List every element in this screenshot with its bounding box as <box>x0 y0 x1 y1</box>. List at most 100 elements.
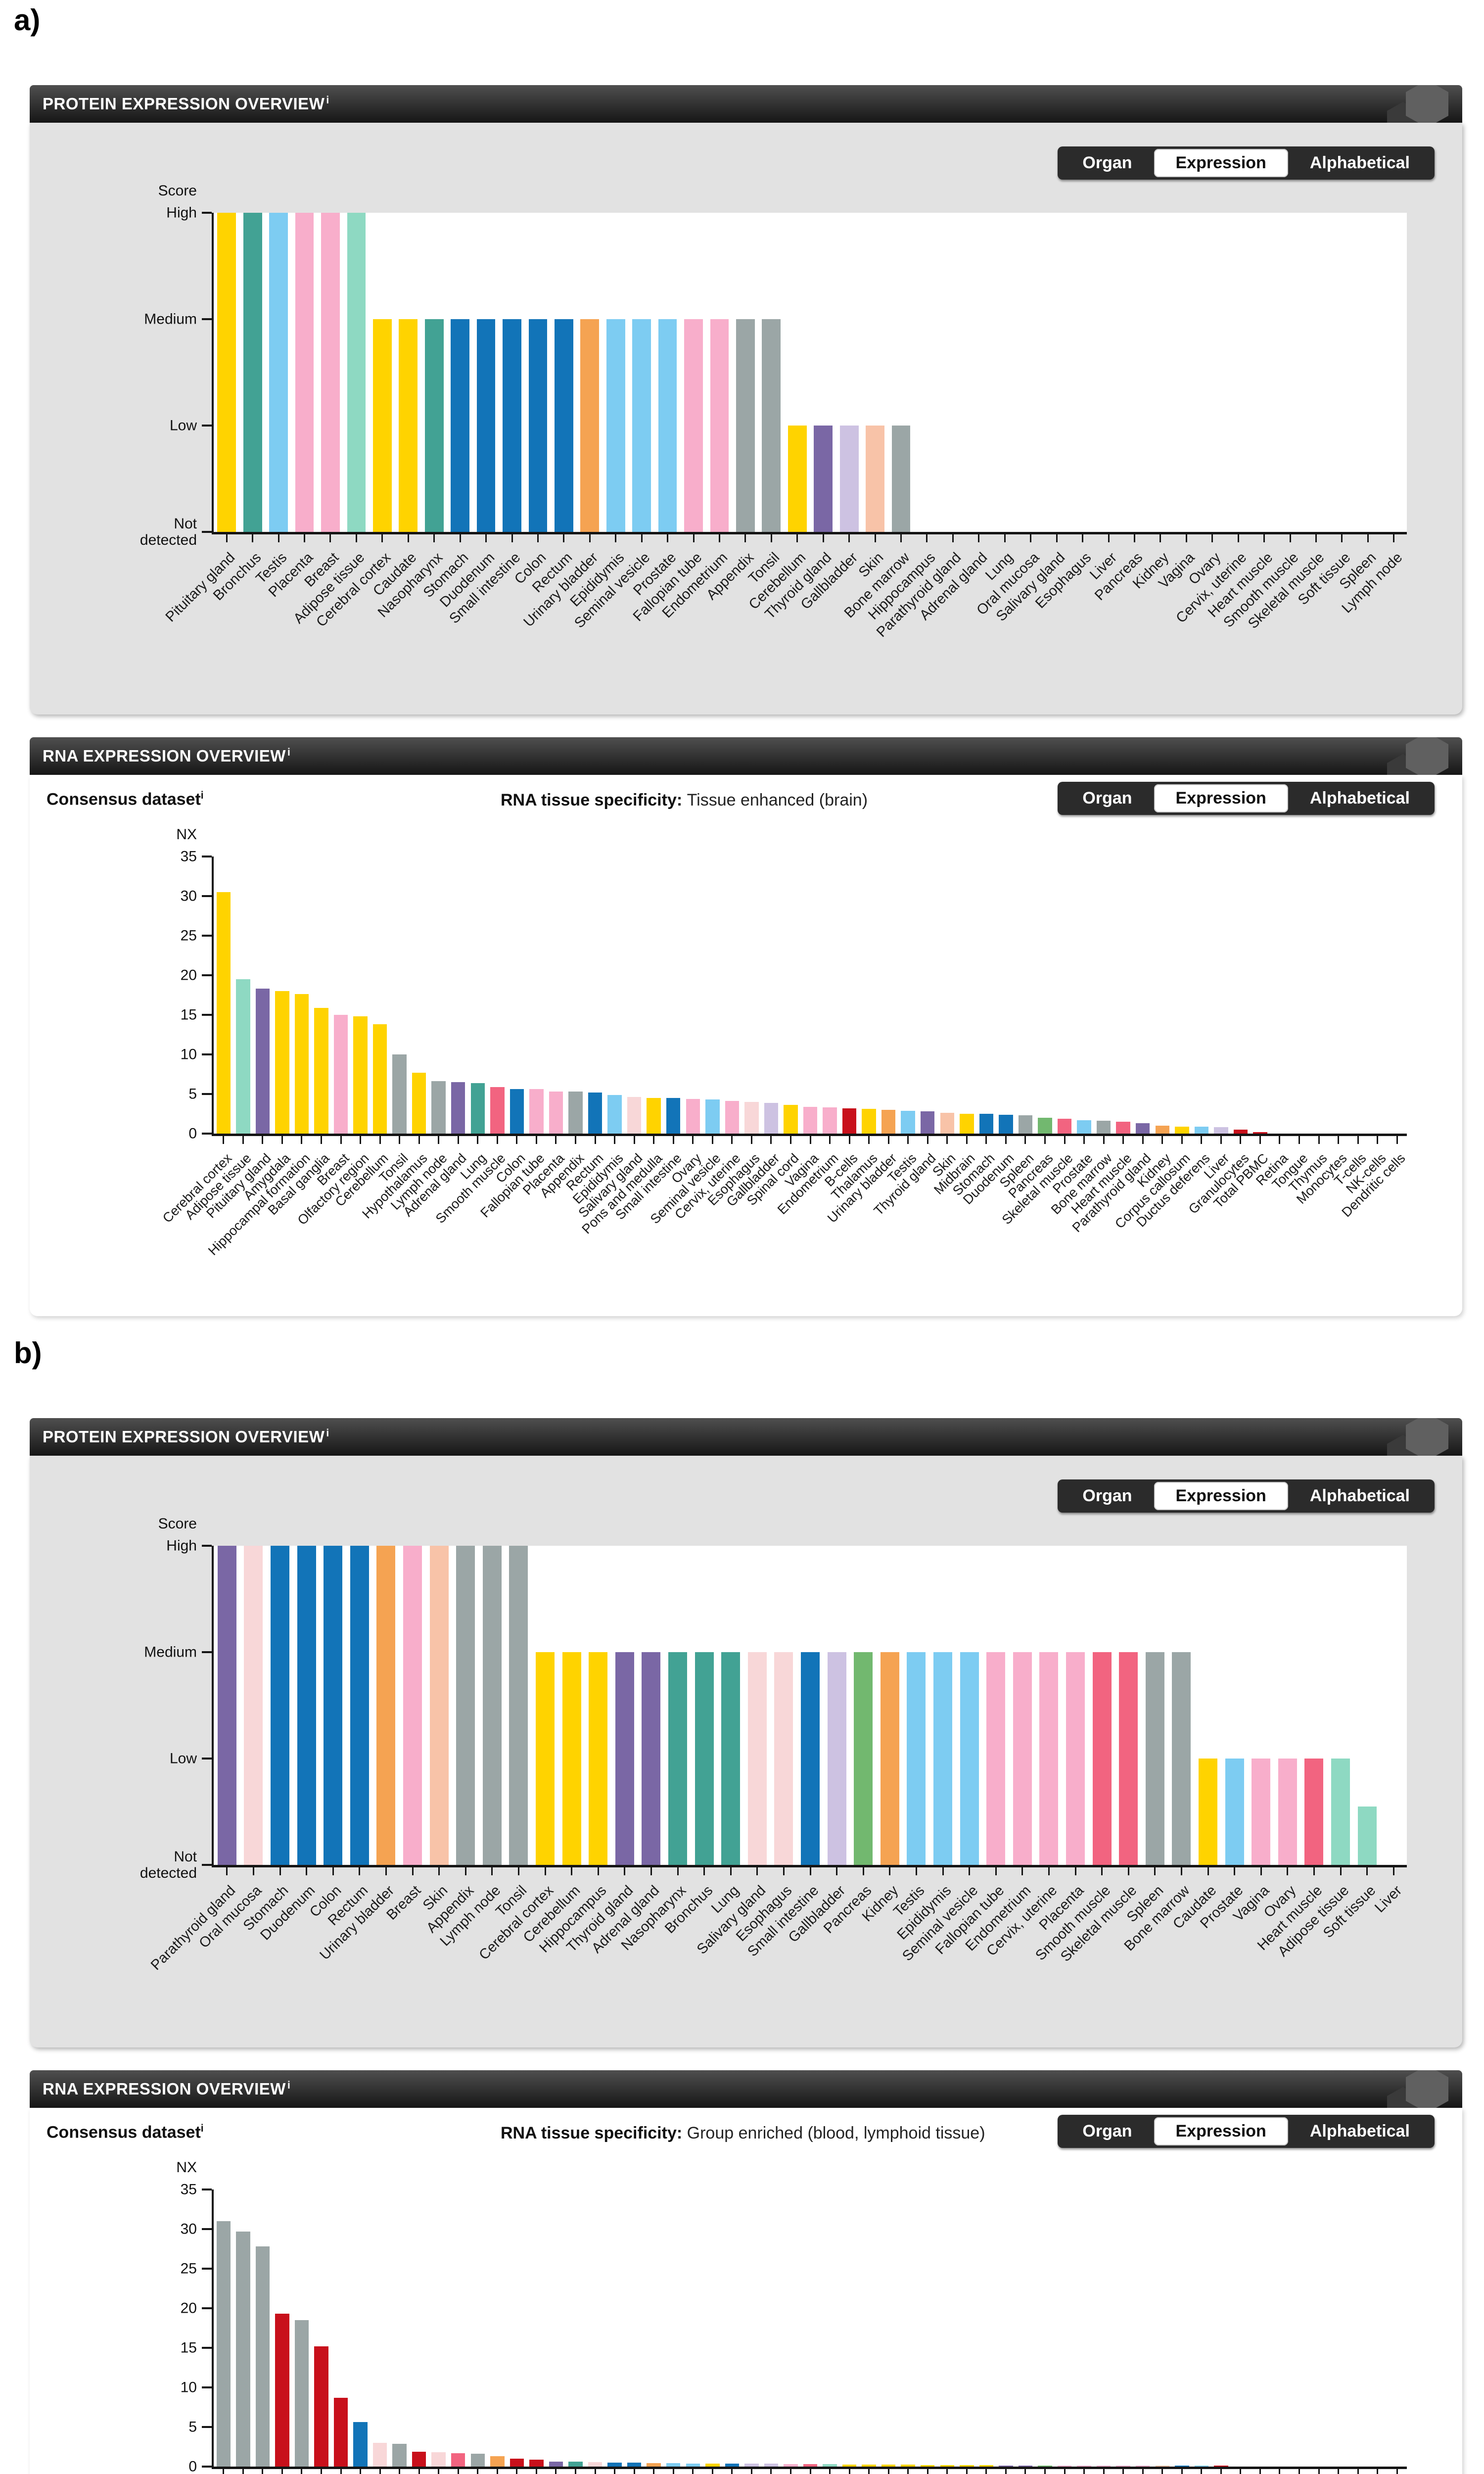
chart-bar-pancreas[interactable] <box>854 1652 873 1865</box>
chart-bar-gallbladder[interactable] <box>764 2464 779 2467</box>
chart-bar-salivary-gland[interactable] <box>747 1652 767 1865</box>
chart-bar-epididymis[interactable] <box>933 1652 952 1865</box>
chart-bar-stomach[interactable] <box>607 2463 622 2467</box>
chart-bar-tonsil[interactable] <box>762 319 781 532</box>
chart-bar-cerebral-cortex[interactable] <box>842 2465 857 2467</box>
chart-bar-appendix[interactable] <box>456 1546 475 1865</box>
info-icon[interactable]: i <box>326 1427 329 1439</box>
chart-bar-adrenal-gland[interactable] <box>451 1082 465 1134</box>
chart-bar-cervix-uterine[interactable] <box>725 1101 740 1134</box>
chart-bar-bronchus[interactable] <box>243 213 262 532</box>
chart-bar-cerebellum[interactable] <box>862 2465 876 2467</box>
chart-bar-fallopian-tube[interactable] <box>529 1089 544 1134</box>
chart-bar-pituitary-gland[interactable] <box>1018 2465 1033 2467</box>
chart-bar-ovary[interactable] <box>1057 2465 1072 2467</box>
chart-bar-prostate[interactable] <box>1077 1120 1091 1134</box>
chart-bar-rectum[interactable] <box>350 1546 369 1865</box>
chart-bar-stomach[interactable] <box>979 1114 994 1134</box>
chart-bar-soft-tissue[interactable] <box>1357 1806 1377 1865</box>
chart-bar-nk-cells[interactable] <box>333 2397 348 2467</box>
chart-bar-fallopian-tube[interactable] <box>1077 2466 1091 2467</box>
chart-bar-breast[interactable] <box>403 1546 422 1865</box>
toggle-organ[interactable]: Organ <box>1082 1486 1132 1505</box>
chart-bar-urinary-bladder[interactable] <box>376 1546 396 1865</box>
chart-bar-amygdala[interactable] <box>901 2465 915 2467</box>
chart-bar-esophagus[interactable] <box>431 2452 446 2467</box>
chart-bar-epididymis[interactable] <box>1194 2466 1209 2467</box>
chart-bar-gallbladder[interactable] <box>764 1102 779 1134</box>
chart-bar-cerebral-cortex[interactable] <box>216 892 231 1134</box>
chart-bar-pituitary-gland[interactable] <box>217 213 236 532</box>
chart-bar-skin[interactable] <box>866 426 884 532</box>
chart-bar-cervix-uterine[interactable] <box>1116 2466 1130 2467</box>
toggle-expression[interactable]: Expression <box>1154 149 1288 177</box>
chart-bar-liver[interactable] <box>1214 1127 1228 1134</box>
chart-bar-granulocytes[interactable] <box>275 2314 289 2467</box>
chart-bar-nasopharynx[interactable] <box>668 1652 687 1865</box>
chart-bar-breast[interactable] <box>1135 2466 1150 2467</box>
chart-bar-heart-muscle[interactable] <box>1304 1759 1324 1865</box>
chart-bar-pancreas[interactable] <box>1038 2465 1052 2467</box>
chart-bar-duodenum[interactable] <box>999 1114 1013 1134</box>
chart-bar-liver[interactable] <box>744 2464 759 2467</box>
chart-bar-fallopian-tube[interactable] <box>986 1652 1006 1865</box>
chart-bar-olfactory-region[interactable] <box>353 1016 368 1134</box>
chart-bar-adipose-tissue[interactable] <box>347 213 366 532</box>
chart-bar-parathyroid-gland[interactable] <box>1135 1123 1150 1134</box>
toggle-alphabetical[interactable]: Alphabetical <box>1309 789 1410 808</box>
chart-bar-endometrium[interactable] <box>823 1107 837 1134</box>
chart-bar-placenta[interactable] <box>1066 1652 1085 1865</box>
chart-bar-cerebral-cortex[interactable] <box>372 319 392 532</box>
chart-bar-basal-ganglia[interactable] <box>921 2465 935 2467</box>
chart-bar-skin[interactable] <box>940 1113 955 1134</box>
chart-bar-bone-marrow[interactable] <box>1172 1652 1191 1865</box>
toggle-expression[interactable]: Expression <box>1154 784 1288 812</box>
chart-bar-small-intestine[interactable] <box>503 319 521 532</box>
chart-bar-appendix[interactable] <box>736 319 755 532</box>
chart-bar-corpus-callosum[interactable] <box>1175 1126 1189 1134</box>
chart-bar-salivary-gland[interactable] <box>372 2443 387 2467</box>
chart-bar-b-cells[interactable] <box>842 1108 857 1134</box>
chart-bar-oral-mucosa[interactable] <box>244 1546 263 1865</box>
chart-bar-small-intestine[interactable] <box>666 1098 681 1134</box>
chart-bar-adipose-tissue[interactable] <box>1331 1759 1350 1865</box>
chart-bar-duodenum[interactable] <box>297 1546 316 1865</box>
chart-bar-fallopian-tube[interactable] <box>684 319 703 532</box>
chart-bar-thyroid-gland[interactable] <box>814 426 833 532</box>
info-icon[interactable]: i <box>326 95 329 106</box>
toggle-organ[interactable]: Organ <box>1082 789 1132 808</box>
chart-bar-lung[interactable] <box>470 1083 485 1134</box>
chart-bar-bone-marrow[interactable] <box>1096 1121 1111 1134</box>
chart-bar-lymph-node[interactable] <box>255 2246 270 2467</box>
chart-bar-pancreas[interactable] <box>1038 1118 1052 1134</box>
chart-bar-appendix[interactable] <box>568 1092 583 1134</box>
chart-bar-thyroid-gland[interactable] <box>615 1652 634 1865</box>
chart-bar-prostate[interactable] <box>686 2463 700 2467</box>
chart-bar-bone-marrow[interactable] <box>470 2454 485 2467</box>
toggle-alphabetical[interactable]: Alphabetical <box>1309 1486 1410 1505</box>
chart-bar-vagina[interactable] <box>1252 1759 1271 1865</box>
chart-bar-tonsil[interactable] <box>392 1054 407 1134</box>
chart-bar-pituitary-gland[interactable] <box>255 989 270 1134</box>
chart-bar-urinary-bladder[interactable] <box>490 2456 505 2467</box>
chart-bar-skeletal-muscle[interactable] <box>1057 1118 1072 1134</box>
chart-bar-breast[interactable] <box>321 213 340 532</box>
toggle-organ[interactable]: Organ <box>1082 2122 1132 2141</box>
chart-bar-bone-marrow[interactable] <box>891 426 911 532</box>
chart-bar-hippocampal-formation[interactable] <box>881 2465 896 2467</box>
chart-bar-esophagus[interactable] <box>774 1652 793 1865</box>
chart-bar-thyroid-gland[interactable] <box>549 2461 563 2467</box>
chart-bar-endometrium[interactable] <box>1013 1652 1032 1865</box>
chart-bar-adipose-tissue[interactable] <box>823 2464 837 2467</box>
chart-bar-vagina[interactable] <box>803 1106 818 1134</box>
chart-bar-ductus-deferens[interactable] <box>1194 1127 1209 1134</box>
chart-bar-spinal-cord[interactable] <box>784 1105 798 1134</box>
chart-bar-esophagus[interactable] <box>744 1102 759 1134</box>
chart-bar-b-cells[interactable] <box>314 2346 328 2467</box>
chart-bar-pons-and-medulla[interactable] <box>647 1098 661 1134</box>
chart-bar-lymph-node[interactable] <box>431 1081 446 1134</box>
chart-bar-tongue[interactable] <box>588 2462 603 2467</box>
chart-bar-testis[interactable] <box>901 1110 915 1134</box>
chart-bar-thymus[interactable] <box>392 2443 407 2467</box>
chart-bar-cerebral-cortex[interactable] <box>536 1652 555 1865</box>
